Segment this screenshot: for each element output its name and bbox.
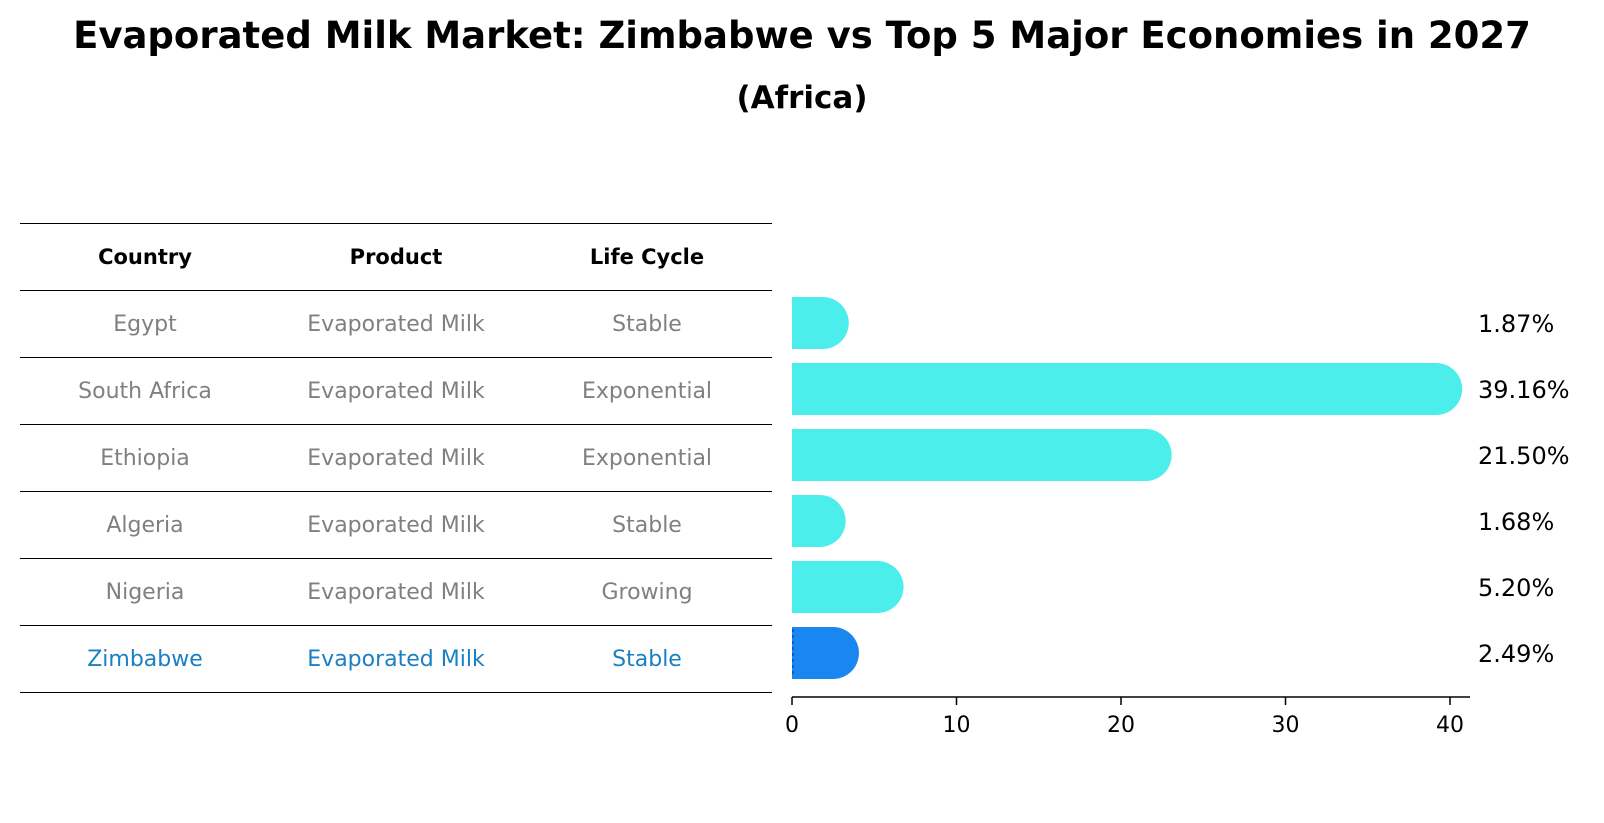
data-label: 5.20% — [1478, 574, 1554, 602]
table-row: South Africa Evaporated Milk Exponential — [20, 357, 772, 424]
cell-country: Ethiopia — [100, 445, 190, 471]
cell-product: Evaporated Milk — [307, 579, 485, 605]
cell-product: Evaporated Milk — [307, 512, 485, 538]
header-country: Country — [98, 245, 192, 269]
cell-country: Algeria — [106, 512, 184, 538]
cell-life-cycle: Growing — [601, 579, 693, 605]
cell-country: Zimbabwe — [87, 646, 203, 672]
bar-egypt — [792, 297, 849, 349]
data-label: 39.16% — [1478, 376, 1570, 404]
x-tick-label: 10 — [943, 713, 971, 738]
cell-product: Evaporated Milk — [307, 311, 485, 337]
cell-country: Egypt — [113, 311, 177, 337]
table-row: Algeria Evaporated Milk Stable — [20, 491, 772, 558]
chart-title: Evaporated Milk Market: Zimbabwe vs Top … — [73, 14, 1531, 57]
table-row-highlight: Zimbabwe Evaporated Milk Stable — [20, 625, 772, 693]
x-tick-label: 20 — [1107, 713, 1135, 738]
x-tick-label: 0 — [785, 713, 799, 738]
data-label: 1.87% — [1478, 310, 1554, 338]
chart-subtitle: (Africa) — [736, 80, 868, 116]
table-row: Nigeria Evaporated Milk Growing — [20, 558, 772, 625]
table-header-row: Country Product Life Cycle — [20, 223, 772, 290]
data-label: 2.49% — [1478, 640, 1554, 668]
data-table: Country Product Life Cycle Egypt Evapora… — [20, 223, 772, 693]
bar-algeria — [792, 495, 846, 547]
x-tick-label: 30 — [1272, 713, 1300, 738]
cell-product: Evaporated Milk — [307, 646, 485, 672]
bar-ethiopia — [792, 429, 1172, 481]
cell-country: South Africa — [78, 378, 212, 404]
bar-zimbabwe — [792, 627, 859, 679]
cell-country: Nigeria — [105, 579, 185, 605]
table-row: Ethiopia Evaporated Milk Exponential — [20, 424, 772, 491]
header-product: Product — [349, 245, 443, 269]
cell-life-cycle: Exponential — [581, 445, 713, 471]
x-tick-label: 40 — [1436, 713, 1464, 738]
cell-life-cycle: Stable — [612, 646, 682, 672]
data-label: 21.50% — [1478, 442, 1570, 470]
cell-product: Evaporated Milk — [307, 445, 485, 471]
cell-life-cycle: Stable — [612, 512, 682, 538]
cell-life-cycle: Stable — [612, 311, 682, 337]
bar-south-africa — [792, 363, 1463, 415]
cell-life-cycle: Exponential — [581, 378, 713, 404]
data-label: 1.68% — [1478, 508, 1554, 536]
table-row: Egypt Evaporated Milk Stable — [20, 290, 772, 357]
cell-product: Evaporated Milk — [307, 378, 485, 404]
header-life-cycle: Life Cycle — [589, 245, 705, 269]
bar-nigeria — [792, 561, 904, 613]
